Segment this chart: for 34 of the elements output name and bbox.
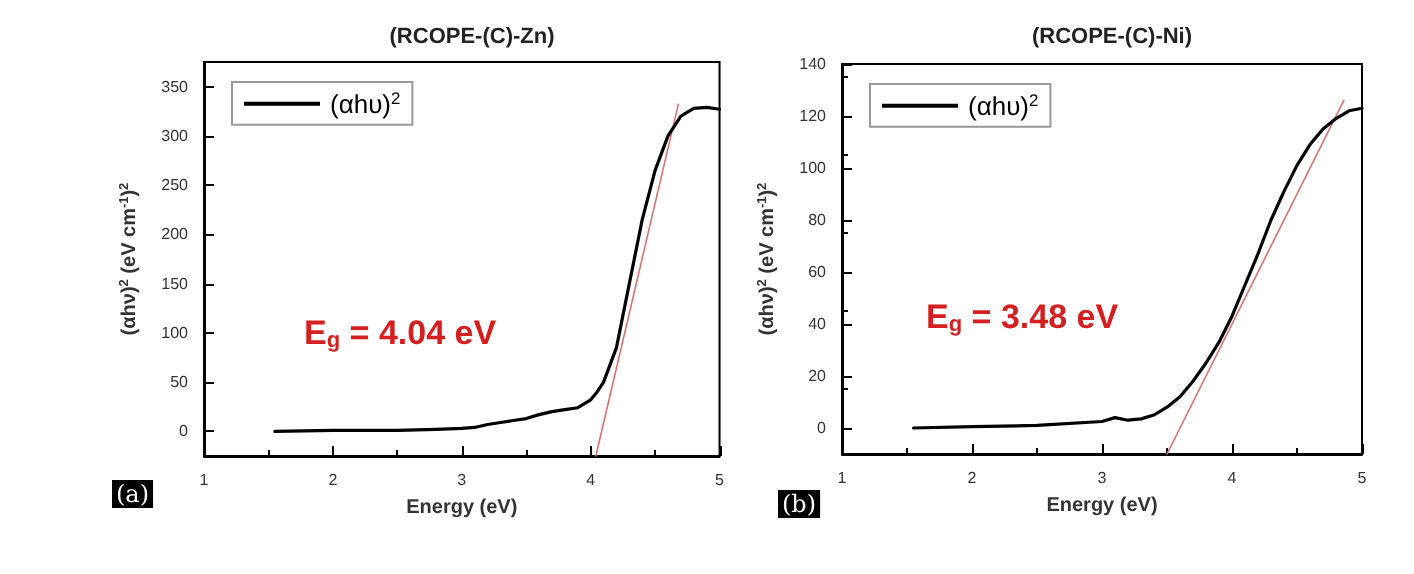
y-tick-label: 350 bbox=[161, 77, 190, 96]
y-tick-label: 100 bbox=[799, 159, 828, 177]
text: (a) bbox=[116, 480, 150, 508]
x-tick-label: 5 bbox=[715, 471, 726, 489]
y-tick-label: 200 bbox=[161, 225, 190, 244]
y-tick-label: 0 bbox=[179, 422, 190, 441]
x-axis-title: Energy (eV) bbox=[406, 496, 518, 519]
annotation: Eg = 4.04 eV bbox=[304, 314, 498, 353]
y-tick-label: 20 bbox=[808, 367, 828, 385]
x-tick-label: 2 bbox=[967, 469, 978, 487]
x-tick-label: 5 bbox=[1357, 469, 1368, 487]
x-axis-title: Energy (eV) bbox=[1046, 494, 1158, 517]
annotation: Eg = 3.48 eV bbox=[926, 298, 1120, 337]
x-tick-label: 1 bbox=[837, 469, 848, 487]
x-tick-label: 1 bbox=[199, 471, 210, 489]
text: (b) bbox=[782, 490, 817, 518]
y-tick-label: 50 bbox=[170, 373, 190, 392]
y-tick-label: 150 bbox=[161, 274, 190, 293]
y-tick-label: 40 bbox=[808, 315, 828, 333]
y-tick-label: 120 bbox=[799, 107, 828, 125]
x-tick-label: 4 bbox=[586, 471, 597, 489]
chart-title: (RCOPE-(C)-Zn) bbox=[389, 25, 556, 49]
y-tick-label: 250 bbox=[161, 176, 190, 195]
y-tick-label: 80 bbox=[808, 211, 828, 229]
y-tick-label: 140 bbox=[799, 55, 828, 73]
y-tick-label: 60 bbox=[808, 263, 828, 281]
x-tick-label: 4 bbox=[1227, 469, 1238, 487]
y-tick-label: 300 bbox=[161, 126, 190, 145]
y-tick-label: 100 bbox=[161, 323, 190, 342]
x-tick-label: 2 bbox=[328, 471, 339, 489]
chart-title: (RCOPE-(C)-Ni) bbox=[1031, 25, 1193, 49]
x-tick-label: 3 bbox=[457, 471, 468, 489]
x-tick-label: 3 bbox=[1097, 469, 1108, 487]
y-tick-label: 0 bbox=[817, 419, 828, 437]
